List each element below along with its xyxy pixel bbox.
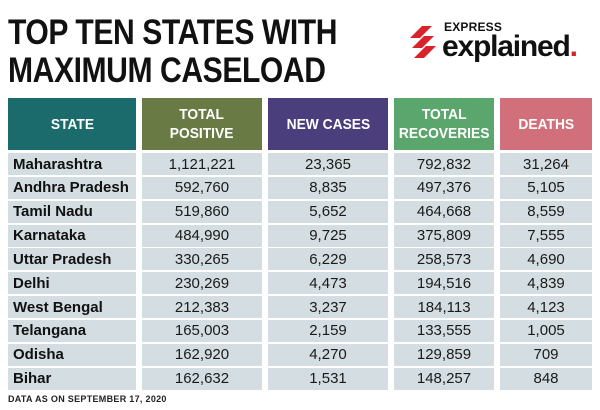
value-cell: 31,264 (500, 153, 592, 175)
value-cell: 4,690 (500, 248, 592, 271)
column-new-cases: 23,365 8,835 5,652 9,725 6,229 4,473 3,237 2,15… (268, 153, 388, 390)
value-cell: 3,237 (268, 296, 388, 319)
value-cell: 1,005 (500, 319, 592, 342)
value-cell: 184,113 (394, 296, 494, 319)
value-cell: 848 (500, 367, 592, 390)
state-name-cell: Tamil Nadu (8, 200, 136, 223)
state-name-cell: Maharashtra (8, 153, 136, 175)
header-label: STATE (50, 115, 93, 134)
header-new-cases: NEW CASES (268, 98, 388, 150)
value-cell: 165,003 (142, 319, 262, 342)
data-date-note: DATA AS ON SEPTEMBER 17, 2020 (8, 394, 167, 404)
value-cell: 4,839 (500, 272, 592, 295)
header-label: DEATHS (518, 115, 574, 134)
header-label-line: DEATHS (518, 115, 574, 133)
value-cell: 8,559 (500, 200, 592, 223)
title-line-2: MAXIMUM CASELOAD (8, 51, 326, 90)
column-total-positive: 1,121,221 592,760 519,860 484,990 330,265 230… (142, 153, 262, 390)
value-cell: 1,531 (268, 367, 388, 390)
value-cell: 592,760 (142, 176, 262, 199)
header-total-recoveries: TOTAL RECOVERIES (394, 98, 494, 150)
page-title: TOP TEN STATES WITH MAXIMUM CASELOAD (8, 13, 338, 90)
state-name-cell: Delhi (8, 272, 136, 295)
value-cell: 212,383 (142, 296, 262, 319)
value-cell: 230,269 (142, 272, 262, 295)
header-label: NEW CASES (286, 115, 370, 134)
header-label-line: NEW CASES (286, 115, 370, 133)
state-name-cell: Karnataka (8, 224, 136, 247)
value-cell: 4,473 (268, 272, 388, 295)
express-explained-logo: EXPRESS explained. (408, 18, 594, 70)
value-cell: 709 (500, 343, 592, 366)
value-cell: 484,990 (142, 224, 262, 247)
header-deaths: DEATHS (500, 98, 592, 150)
brand-dot: . (569, 30, 578, 63)
value-cell: 4,123 (500, 296, 592, 319)
brand-explained-text: explained. (442, 30, 578, 64)
state-name-cell: Uttar Pradesh (8, 248, 136, 271)
value-cell: 375,809 (394, 224, 494, 247)
header-label-line: RECOVERIES (398, 125, 490, 142)
state-name-cell: West Bengal (8, 296, 136, 319)
column-state: Maharashtra Andhra Pradesh Tamil Nadu Karna… (8, 153, 136, 390)
value-cell: 6,229 (268, 248, 388, 271)
state-name-cell: Telangana (8, 319, 136, 342)
value-cell: 148,257 (394, 367, 494, 390)
value-cell: 4,270 (268, 343, 388, 366)
value-cell: 792,832 (394, 153, 494, 175)
express-logo-icon (410, 26, 436, 58)
value-cell: 464,668 (394, 200, 494, 223)
value-cell: 2,159 (268, 319, 388, 342)
value-cell: 1,121,221 (142, 153, 262, 175)
value-cell: 519,860 (142, 200, 262, 223)
value-cell: 23,365 (268, 153, 388, 175)
value-cell: 5,105 (500, 176, 592, 199)
value-cell: 8,835 (268, 176, 388, 199)
header-total-positive: TOTAL POSITIVE (142, 98, 262, 150)
title-line-1: TOP TEN STATES WITH (8, 13, 338, 52)
column-deaths: 31,264 5,105 8,559 7,555 4,690 4,839 4,123 1,00… (500, 153, 592, 390)
state-name-cell: Andhra Pradesh (8, 176, 136, 199)
value-cell: 133,555 (394, 319, 494, 342)
header-label: TOTAL POSITIVE (170, 105, 234, 143)
value-cell: 497,376 (394, 176, 494, 199)
value-cell: 194,516 (394, 272, 494, 295)
value-cell: 5,652 (268, 200, 388, 223)
state-name-cell: Odisha (8, 343, 136, 366)
value-cell: 330,265 (142, 248, 262, 271)
header-label: TOTAL RECOVERIES (399, 105, 489, 143)
value-cell: 7,555 (500, 224, 592, 247)
header-label-line: POSITIVE (170, 125, 234, 142)
value-cell: 258,573 (394, 248, 494, 271)
value-cell: 162,632 (142, 367, 262, 390)
value-cell: 129,859 (394, 343, 494, 366)
header-label-line: STATE (50, 115, 94, 133)
brand-explained-word: explained (442, 30, 571, 63)
value-cell: 162,920 (142, 343, 262, 366)
state-name-cell: Bihar (8, 367, 136, 390)
header-label-line: TOTAL (179, 106, 225, 123)
column-total-recoveries: 792,832 497,376 464,668 375,809 258,573 194,5… (394, 153, 494, 390)
header-state: STATE (8, 98, 136, 150)
brand-express-text: EXPRESS (444, 20, 503, 34)
header-label-line: TOTAL (421, 106, 467, 123)
value-cell: 9,725 (268, 224, 388, 247)
